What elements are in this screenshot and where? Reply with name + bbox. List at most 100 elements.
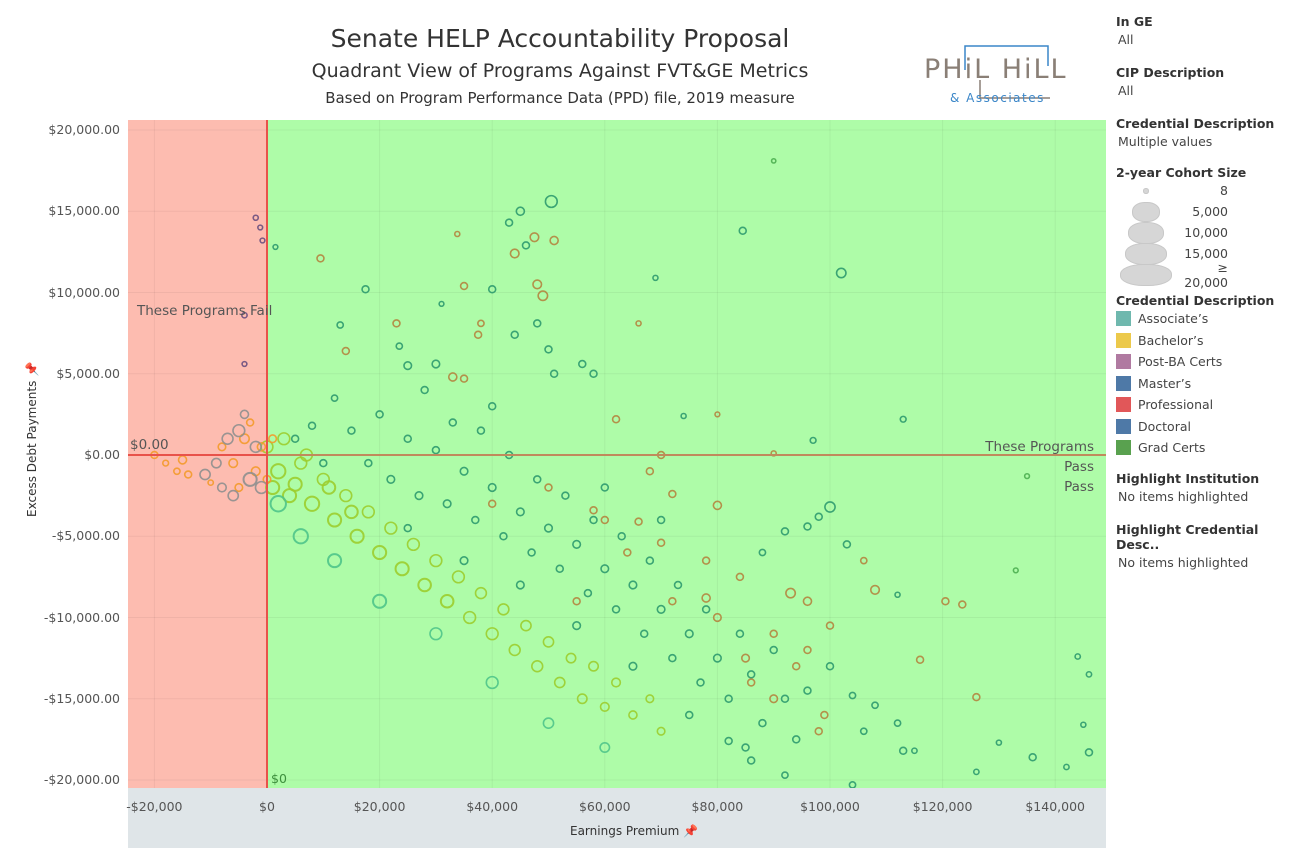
data-point[interactable] [544,483,553,492]
data-point[interactable] [474,586,488,600]
data-point[interactable] [161,459,170,467]
data-point[interactable] [714,411,721,418]
data-point[interactable] [769,694,779,704]
data-point[interactable] [599,741,611,753]
data-point[interactable] [848,691,857,700]
data-point[interactable] [487,482,497,493]
data-point[interactable] [893,719,902,728]
data-point[interactable] [497,603,510,616]
data-point[interactable] [245,418,255,427]
data-point[interactable] [453,230,461,238]
data-point[interactable] [249,440,262,454]
data-point[interactable] [645,466,655,476]
data-point[interactable] [341,346,351,356]
data-point[interactable] [915,655,925,665]
data-point[interactable] [668,596,677,606]
data-point[interactable] [375,410,384,419]
data-point[interactable] [431,445,441,455]
data-point[interactable] [780,527,790,536]
data-point[interactable] [232,423,246,438]
data-point[interactable] [287,476,303,492]
data-point[interactable] [543,523,554,533]
data-point[interactable] [270,463,287,480]
scatter-plot[interactable] [128,120,1106,788]
data-point[interactable] [820,710,829,720]
data-point[interactable] [417,577,432,593]
data-point[interactable] [269,495,287,513]
data-point[interactable] [701,556,711,565]
data-point[interactable] [183,470,193,479]
data-point[interactable] [758,718,767,728]
data-point[interactable] [403,434,413,444]
data-point[interactable] [529,232,540,243]
filter-value[interactable]: Multiple values [1118,134,1213,149]
data-point[interactable] [509,248,520,259]
highlight-value[interactable]: No items highlighted [1118,488,1249,504]
data-point[interactable] [319,458,328,468]
data-point[interactable] [958,600,967,609]
data-point[interactable] [791,735,801,744]
data-point[interactable] [532,475,542,484]
data-point[interactable] [611,605,621,614]
data-point[interactable] [499,531,508,541]
data-point[interactable] [803,522,812,531]
data-point[interactable] [531,660,544,673]
data-point[interactable] [668,489,677,499]
data-point[interactable] [628,710,638,720]
data-point[interactable] [555,564,565,574]
data-point[interactable] [372,593,388,609]
data-point[interactable] [210,457,222,469]
data-point[interactable] [639,629,649,639]
data-point[interactable] [259,237,266,244]
data-point[interactable] [217,442,227,452]
data-point[interactable] [321,480,337,495]
data-point[interactable] [628,580,638,590]
data-point[interactable] [403,523,413,533]
color-legend-item[interactable]: Bachelor’s [1116,330,1286,352]
data-point[interactable] [972,692,981,702]
data-point[interactable] [809,436,817,445]
data-point[interactable] [173,467,181,476]
data-point[interactable] [791,661,801,671]
data-point[interactable] [1028,752,1037,762]
data-point[interactable] [542,717,555,730]
data-point[interactable] [848,780,857,788]
data-point[interactable] [572,539,582,549]
data-point[interactable] [572,621,582,631]
data-point[interactable] [372,544,388,561]
color-legend-item[interactable]: Professional [1116,394,1286,416]
data-point[interactable] [803,645,812,655]
data-point[interactable] [361,284,370,294]
data-point[interactable] [227,489,240,502]
color-legend-item[interactable]: Post-BA Certs [1116,351,1286,373]
data-point[interactable] [1074,653,1082,660]
data-point[interactable] [600,515,610,525]
data-point[interactable] [221,432,234,445]
data-point[interactable] [656,726,666,736]
data-point[interactable] [544,194,558,209]
data-point[interactable] [572,596,581,606]
data-point[interactable] [504,218,514,227]
data-point[interactable] [487,499,497,509]
data-point[interactable] [741,743,750,752]
data-point[interactable] [701,605,711,614]
pin-icon[interactable]: 📌 [683,824,699,838]
data-point[interactable] [842,540,852,549]
data-point[interactable] [277,432,291,446]
data-point[interactable] [537,290,549,302]
data-point[interactable] [487,401,497,411]
data-point[interactable] [364,458,373,468]
data-point[interactable] [824,501,836,513]
data-point[interactable] [515,206,526,217]
data-point[interactable] [869,584,881,595]
data-point[interactable] [344,504,359,520]
data-point[interactable] [414,491,424,501]
data-point[interactable] [656,604,666,614]
data-point[interactable] [825,661,835,671]
data-point[interactable] [995,739,1003,746]
data-point[interactable] [508,643,521,657]
data-point[interactable] [724,694,733,704]
data-point[interactable] [656,515,666,525]
filter-value[interactable]: All [1118,83,1134,98]
data-point[interactable] [684,629,694,639]
